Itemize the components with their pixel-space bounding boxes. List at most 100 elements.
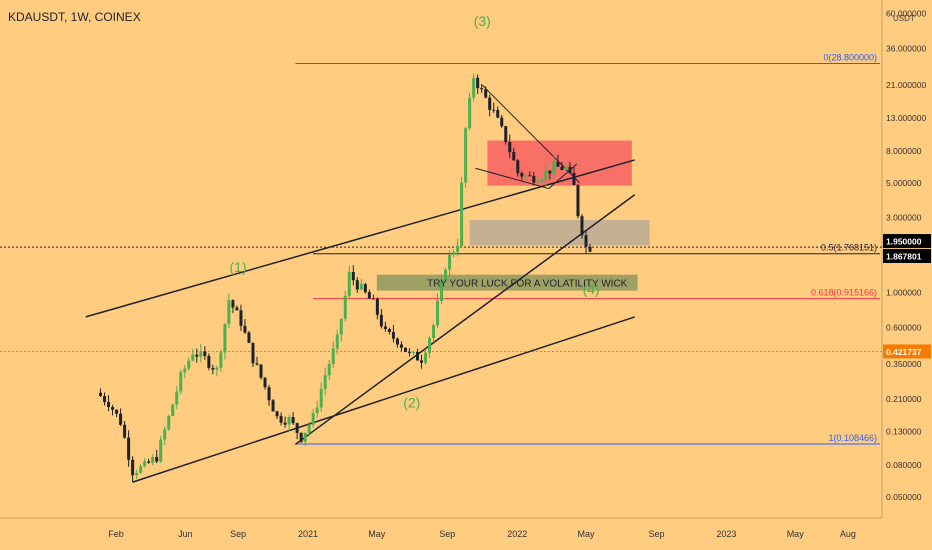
candle-body [576,185,580,217]
candle-body [383,326,387,330]
candle-body [387,329,391,332]
candle-body [251,342,255,364]
y-tick-label: 13.000000 [886,113,926,123]
price-tag-label: 0.421737 [886,347,922,357]
candle-body [223,323,227,353]
candle-body [464,128,468,183]
candle-body [584,235,588,247]
candle-body [331,348,335,364]
candle-body [496,109,500,118]
candle-body [540,179,544,182]
price-tag-label: 1.867801 [886,252,922,262]
candle-body [500,117,504,127]
candle-body [532,175,536,183]
candle-body [428,338,432,353]
candle-body [436,301,440,326]
candle-body [452,252,456,255]
candle-body [235,307,239,311]
candle-body [271,400,275,412]
trendline [85,159,635,318]
candle-body [339,318,343,335]
candle-body [548,170,552,174]
candle-body [307,424,311,433]
candle-body [319,388,323,408]
candle-body [448,254,452,270]
x-tick-label: Aug [840,529,856,539]
candle-body [564,166,568,170]
candle-body [468,97,472,129]
candle-body [263,377,267,388]
candle-body [143,461,147,467]
x-tick-label: Sep [230,529,246,539]
candle-body [460,182,464,246]
price-tag-label: 1.950000 [886,237,922,247]
candle-body [508,141,512,153]
candle-body [155,457,159,462]
candle-body [119,413,123,425]
candle-body [115,409,119,414]
x-tick-label: Jun [178,529,193,539]
candle-body [167,415,171,430]
candle-body [556,161,560,167]
candle-body [127,437,131,460]
candle-body [512,152,516,161]
candle-body [211,367,215,370]
y-tick-label: 8.000000 [886,146,922,156]
y-tick-label: 21.000000 [886,80,926,90]
y-tick-label: 3.000000 [886,213,922,223]
candle-body [588,246,592,252]
candle-body [131,459,135,476]
candle-body [227,300,231,324]
candle-body [411,351,415,353]
candle-body [267,387,271,401]
y-tick-label: 5.000000 [886,178,922,188]
candle-body [367,292,371,299]
candle-body [151,457,155,463]
candle-body [484,89,488,98]
candle-body [327,363,331,376]
candle-body [476,77,480,89]
candle-body [399,344,403,348]
y-tick-label: 0.050000 [886,492,922,502]
price-tag-box [883,344,931,359]
price-axis-unit: USDT [893,14,915,23]
candle-body [279,416,283,423]
candle-body [183,368,187,373]
y-tick-label: 1.000000 [886,288,922,298]
candle-body [255,363,259,365]
candle-body [560,166,564,170]
candle-body [432,325,436,339]
candle-body [379,314,383,327]
candle-body [580,216,584,236]
candle-body [247,332,251,343]
candle-body [335,334,339,349]
wave-label: (1) [230,259,247,275]
candle-body [355,280,359,290]
zone-gray [469,220,650,246]
candle-body [351,272,355,281]
trendline [481,84,581,184]
candle-body [552,161,556,174]
candle-body [359,284,363,290]
candle-body [303,432,307,442]
x-tick-label: 2021 [298,529,318,539]
y-tick-label: 0.130000 [886,427,922,437]
candle-body [516,160,520,174]
candle-body [103,396,107,402]
candle-body [179,372,183,392]
candle-body [536,181,540,183]
annotation-text: TRY YOUR LUCK FOR A VOLATILITY WICK [427,279,628,290]
candle-body [371,298,375,300]
candle-body [520,173,524,177]
candle-body [323,375,327,389]
candle-body [187,360,191,369]
candle-body [175,391,179,405]
candle-body [283,422,287,425]
y-tick-label: 60.000000 [886,9,926,19]
candle-body [415,351,419,361]
candle-body [440,280,444,302]
candle-body [504,126,508,142]
candle-body [299,432,303,442]
